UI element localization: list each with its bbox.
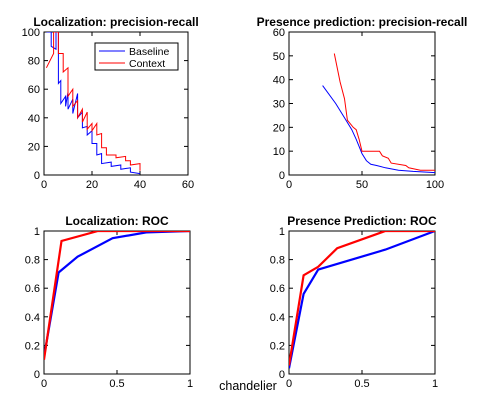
chart-3: Localization: ROC 0 0.5 1 0 0.2 0.4 0.6 0.8 1	[25, 214, 193, 390]
legend-label-baseline: Baseline	[129, 46, 169, 58]
y-tick-label: 60	[28, 84, 40, 96]
y-tick-label: 40	[273, 75, 285, 87]
x-tick-label: 0	[286, 378, 292, 390]
y-tick-label: 0.4	[25, 312, 40, 324]
y-tick-label: 0.6	[270, 283, 285, 295]
series-line-baseline	[289, 231, 435, 369]
y-tick-label: 0	[34, 369, 40, 381]
x-tick-label: 0	[286, 179, 292, 191]
plot-frame	[288, 230, 436, 375]
y-tick-label: 1	[34, 226, 40, 238]
y-tick-label: 40	[28, 113, 40, 125]
y-tick-label: 0.2	[25, 340, 40, 352]
figure-caption: chandelier	[219, 379, 277, 393]
series-line-baseline	[44, 231, 190, 357]
series-line-baseline	[322, 85, 435, 174]
chart-2: Presence prediction: precision-recall 0 50…	[257, 15, 468, 191]
series-line-context	[45, 32, 141, 171]
chart-4: Presence Prediction: ROC 0 0.5 1 0 0.2 0.4 0.6 0…	[270, 214, 438, 390]
x-tick-label: 40	[134, 179, 146, 191]
series-line-context	[289, 231, 435, 366]
series-line-context	[44, 231, 190, 360]
chart-title: Localization: precision-recall	[33, 15, 198, 29]
series-line-context	[333, 53, 435, 171]
y-tick-label: 20	[28, 141, 40, 153]
x-tick-label: 1	[432, 378, 438, 390]
y-tick-label: 0	[279, 369, 285, 381]
x-tick-label: 60	[182, 179, 194, 191]
y-tick-label: 0.4	[270, 312, 285, 324]
x-tick-label: 0.5	[354, 378, 369, 390]
y-tick-label: 80	[28, 56, 40, 68]
legend-label-context: Context	[129, 58, 165, 70]
chart-title: Presence Prediction: ROC	[287, 214, 437, 228]
chart-title: Localization: ROC	[65, 214, 169, 228]
x-tick-label: 1	[187, 378, 193, 390]
x-tick-label: 0	[41, 179, 47, 191]
y-tick-label: 0	[34, 170, 40, 182]
y-tick-label: 0.8	[270, 255, 285, 267]
x-tick-label: 0.5	[109, 378, 124, 390]
y-tick-label: 100	[22, 27, 40, 39]
y-tick-label: 0.8	[25, 255, 40, 267]
plot-frame	[43, 230, 191, 375]
y-tick-label: 10	[273, 146, 285, 158]
y-tick-label: 60	[273, 27, 285, 39]
y-tick-label: 20	[273, 122, 285, 134]
y-tick-label: 50	[273, 51, 285, 63]
plot-frame	[43, 31, 189, 176]
chart-1: Localization: precision-recall 0 20 40 60 0 20…	[22, 15, 199, 191]
chart-title: Presence prediction: precision-recall	[257, 15, 468, 29]
y-tick-label: 0.2	[270, 340, 285, 352]
series-line-baseline	[46, 32, 141, 175]
x-tick-label: 100	[426, 179, 444, 191]
y-tick-label: 30	[273, 99, 285, 111]
y-tick-label: 1	[279, 226, 285, 238]
y-tick-label: 0.6	[25, 283, 40, 295]
legend-box	[94, 42, 179, 71]
x-tick-label: 20	[86, 179, 98, 191]
y-tick-label: 0	[279, 170, 285, 182]
x-tick-label: 50	[356, 179, 368, 191]
x-tick-label: 0	[41, 378, 47, 390]
